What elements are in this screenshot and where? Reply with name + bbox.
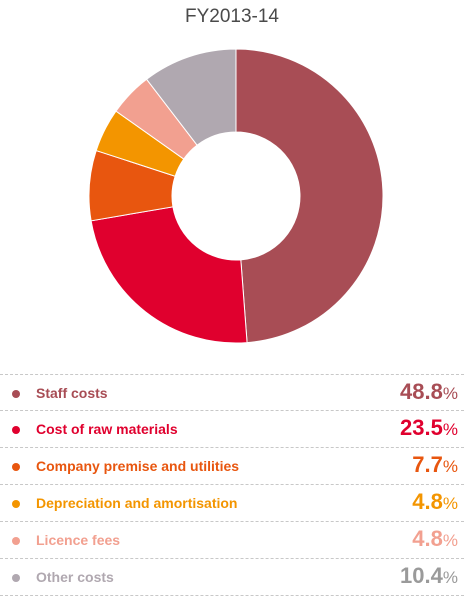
value-number: 10.4	[400, 563, 443, 588]
legend-value: 7.7%	[412, 452, 458, 478]
slice-other-costs	[145, 48, 237, 146]
value-unit: %	[442, 457, 458, 476]
value-unit: %	[442, 531, 458, 550]
legend-label: Cost of raw materials	[36, 421, 178, 437]
value-number: 4.8	[412, 526, 443, 551]
legend-row-other-costs: Other costs 10.4%	[0, 559, 464, 596]
legend-value: 4.8%	[412, 489, 458, 515]
legend-dot-icon	[12, 463, 20, 471]
legend-dot-icon	[12, 574, 20, 582]
legend-row-cost-of-raw-materials: Cost of raw materials 23.5%	[0, 411, 464, 448]
legend-row-company-premise-and-utilities: Company premise and utilities 7.7%	[0, 448, 464, 485]
legend-value: 23.5%	[400, 415, 458, 441]
legend-value: 10.4%	[400, 563, 458, 589]
value-unit: %	[442, 384, 458, 403]
donut-chart	[88, 48, 384, 344]
legend-dot-icon	[12, 537, 20, 545]
legend-label: Other costs	[36, 569, 114, 585]
legend-row-staff-costs: Staff costs 48.8%	[0, 374, 464, 411]
legend-label: Depreciation and amortisation	[36, 495, 238, 511]
legend-value: 48.8%	[400, 379, 458, 405]
legend-dot-icon	[12, 500, 20, 508]
value-unit: %	[442, 494, 458, 513]
value-number: 48.8	[400, 379, 443, 404]
value-number: 4.8	[412, 489, 443, 514]
legend-value: 4.8%	[412, 526, 458, 552]
legend-label: Company premise and utilities	[36, 458, 240, 474]
value-number: 7.7	[412, 452, 443, 477]
legend-dot-icon	[12, 426, 20, 434]
legend-row-licence-fees: Licence fees 4.8%	[0, 522, 464, 559]
value-unit: %	[442, 568, 458, 587]
value-number: 23.5	[400, 415, 443, 440]
legend-label: Staff costs	[36, 385, 108, 401]
slice-cost-of-raw-materials	[90, 206, 248, 344]
legend: Staff costs 48.8% Cost of raw materials 23.…	[0, 374, 464, 596]
chart-title: FY2013-14	[184, 6, 279, 27]
slice-staff-costs	[235, 48, 384, 344]
legend-dot-icon	[12, 390, 20, 398]
value-unit: %	[442, 420, 458, 439]
legend-label: Licence fees	[36, 532, 121, 548]
legend-row-depreciation-and-amortisation: Depreciation and amortisation 4.8%	[0, 485, 464, 522]
